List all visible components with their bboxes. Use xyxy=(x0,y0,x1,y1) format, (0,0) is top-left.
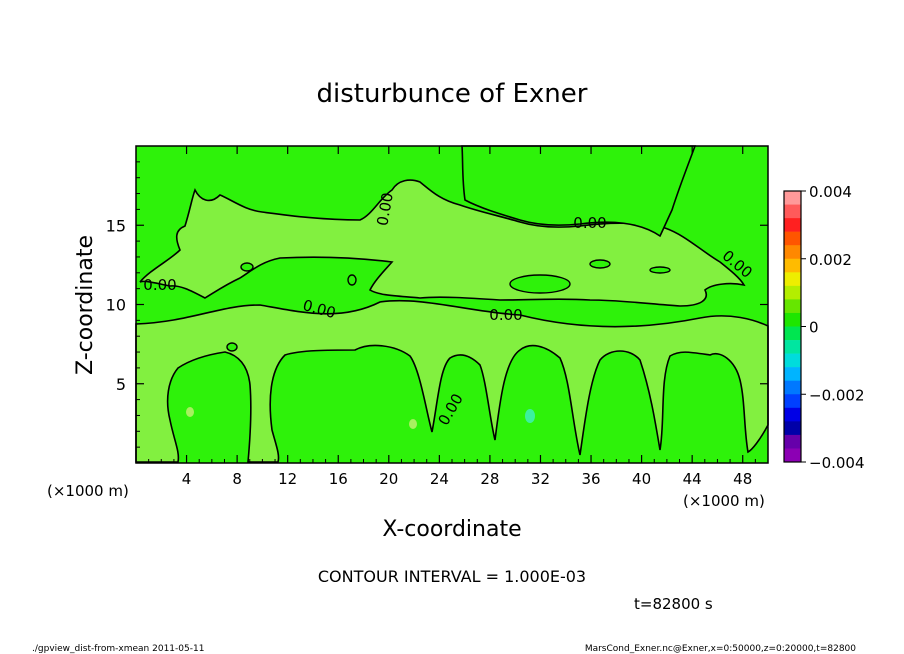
x-tick-label-5: 24 xyxy=(430,470,449,488)
contour-label-2: 0.00 xyxy=(489,306,522,324)
contour-label-0: 0.00 xyxy=(143,276,176,294)
colorbar-band-13 xyxy=(784,367,801,381)
colorbar-band-5 xyxy=(784,258,801,273)
x-tick-label-7: 32 xyxy=(531,470,550,488)
colorbar-tick-label-3: −0.002 xyxy=(809,386,865,404)
colorbar-band-3 xyxy=(784,231,801,246)
x-tick-label-10: 44 xyxy=(683,470,702,488)
positive-spot-2 xyxy=(409,419,417,429)
positive-region-upper xyxy=(139,179,746,307)
closed-contour-1 xyxy=(509,274,571,294)
colorbar-band-12 xyxy=(784,353,801,368)
colorbar-band-16 xyxy=(784,407,801,422)
time-label: t=82800 s xyxy=(634,595,713,613)
y-axis-label: Z-coordinate xyxy=(73,235,98,375)
plot-area: 0.000.00 0.000.000.000.000.00 xyxy=(135,145,769,464)
colorbar-band-11 xyxy=(784,340,801,354)
x-tick-label-2: 12 xyxy=(278,470,297,488)
colorbar-band-4 xyxy=(784,245,801,260)
footer-left: ./gpview_dist-from-xmean 2011-05-11 xyxy=(32,644,204,654)
contour-interval: CONTOUR INTERVAL = 1.000E-03 xyxy=(318,567,586,586)
negative-spot-1 xyxy=(525,409,535,423)
colorbar: 0.004 0.002 0 −0.002 −0.004 xyxy=(783,183,865,472)
positive-region-top-right xyxy=(461,145,697,238)
x-tick-label-8: 36 xyxy=(581,470,600,488)
colorbar-band-14 xyxy=(784,380,801,395)
x-tick-label-3: 16 xyxy=(329,470,348,488)
colorbar-tick-label-0: 0.004 xyxy=(809,183,852,201)
closed-contour-5 xyxy=(347,274,357,286)
colorbar-band-8 xyxy=(784,299,801,314)
colorbar-band-19 xyxy=(784,448,801,463)
closed-contour-6 xyxy=(649,266,671,274)
x-tick-label-0: 4 xyxy=(182,470,192,488)
colorbar-tick-label-4: −0.004 xyxy=(809,454,865,472)
colorbar-band-10 xyxy=(784,326,801,341)
colorbar-band-0 xyxy=(784,191,801,205)
x-tick-label-4: 20 xyxy=(379,470,398,488)
y-tick-label-1: 10 xyxy=(106,296,126,315)
colorbar-band-2 xyxy=(784,218,801,232)
x-tick-label-6: 28 xyxy=(480,470,499,488)
y-axis: 5 10 15 xyxy=(106,161,768,448)
positive-spot-1 xyxy=(186,407,194,417)
colorbar-band-9 xyxy=(784,312,801,327)
colorbar-band-7 xyxy=(784,285,801,300)
x-tick-label-11: 48 xyxy=(733,470,752,488)
colorbar-band-15 xyxy=(784,394,801,409)
x-tick-label-9: 40 xyxy=(632,470,651,488)
footer-right: MarsCond_Exner.nc@Exner,x=0:50000,z=0:20… xyxy=(585,644,856,654)
chart-title: disturbunce of Exner xyxy=(317,79,588,109)
x-tick-label-1: 8 xyxy=(232,470,242,488)
y-tick-label-2: 15 xyxy=(106,216,126,235)
x-axis: 4 8 12 16 20 24 28 32 36 40 44 48 xyxy=(148,146,756,488)
colorbar-band-17 xyxy=(784,421,801,436)
closed-contour-4 xyxy=(240,262,254,272)
contour-label-3: 0.00 xyxy=(573,214,606,232)
x-unit-left: (×1000 m) xyxy=(47,482,129,500)
x-axis-label: X-coordinate xyxy=(382,517,521,542)
closed-contour-2 xyxy=(589,259,611,269)
colorbar-band-1 xyxy=(784,204,801,219)
contour-label-4: 0.00 xyxy=(373,191,397,227)
y-tick-label-0: 5 xyxy=(116,375,126,394)
colorbar-band-18 xyxy=(784,434,801,449)
colorbar-band-6 xyxy=(784,272,801,287)
closed-contour-3 xyxy=(226,342,238,352)
colorbar-tick-label-2: 0 xyxy=(809,319,819,337)
colorbar-tick-label-1: 0.002 xyxy=(809,251,852,269)
positive-region-lower xyxy=(135,299,769,463)
x-unit-right: (×1000 m) xyxy=(683,492,765,510)
